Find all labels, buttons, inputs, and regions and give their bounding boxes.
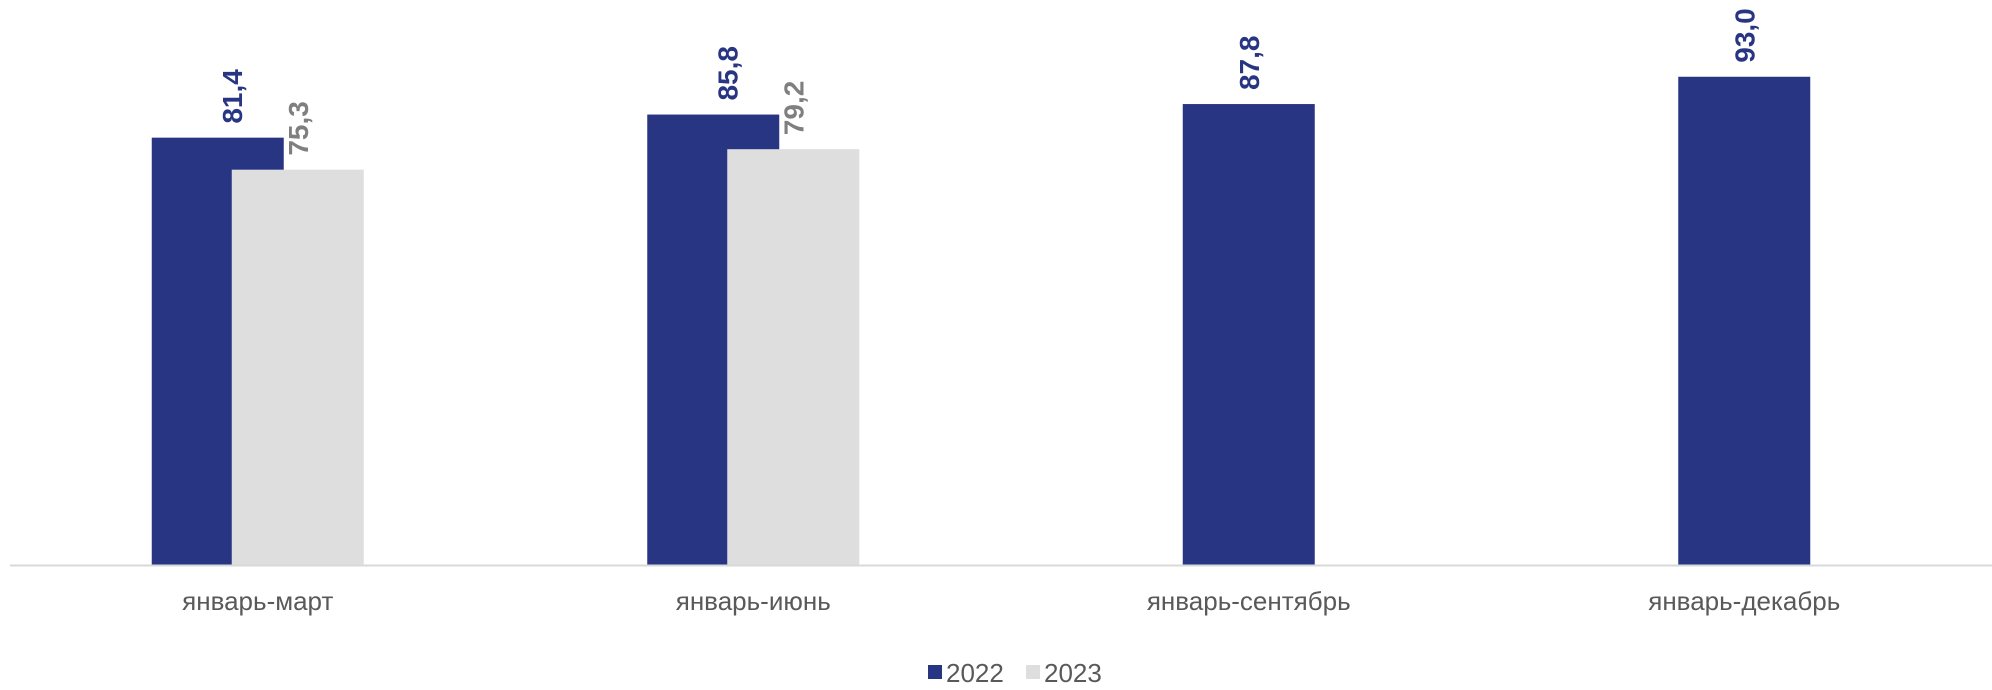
category-label: январь-март xyxy=(182,586,333,616)
bar-2023 xyxy=(727,149,860,565)
category-label: январь-июнь xyxy=(676,586,831,616)
legend-label-2022: 2022 xyxy=(946,658,1004,688)
value-label-2022: 81,4 xyxy=(217,69,248,124)
value-label-2023: 75,3 xyxy=(283,101,314,156)
bar-2023 xyxy=(231,169,364,566)
bars-group xyxy=(151,76,1811,566)
value-label-2022: 93,0 xyxy=(1729,8,1760,63)
category-labels-group: январь-март январь-июнь январь-сентябрь янв… xyxy=(182,586,1840,616)
legend-swatch-2023 xyxy=(1026,665,1040,679)
value-label-2022: 87,8 xyxy=(1234,36,1265,91)
legend-swatch-2022 xyxy=(928,665,942,679)
bar-2022 xyxy=(1678,76,1811,565)
value-label-2022: 85,8 xyxy=(712,46,743,101)
legend-label-2023: 2023 xyxy=(1044,658,1102,688)
value-labels-group: 81,4 75,3 85,8 79,2 87,8 93,0 xyxy=(217,8,1761,155)
category-label: январь-сентябрь xyxy=(1147,586,1351,616)
bar-2022 xyxy=(1182,104,1315,566)
legend: 2022 2023 xyxy=(928,658,1102,688)
category-label: январь-декабрь xyxy=(1648,586,1840,616)
value-label-2023: 79,2 xyxy=(778,81,809,136)
